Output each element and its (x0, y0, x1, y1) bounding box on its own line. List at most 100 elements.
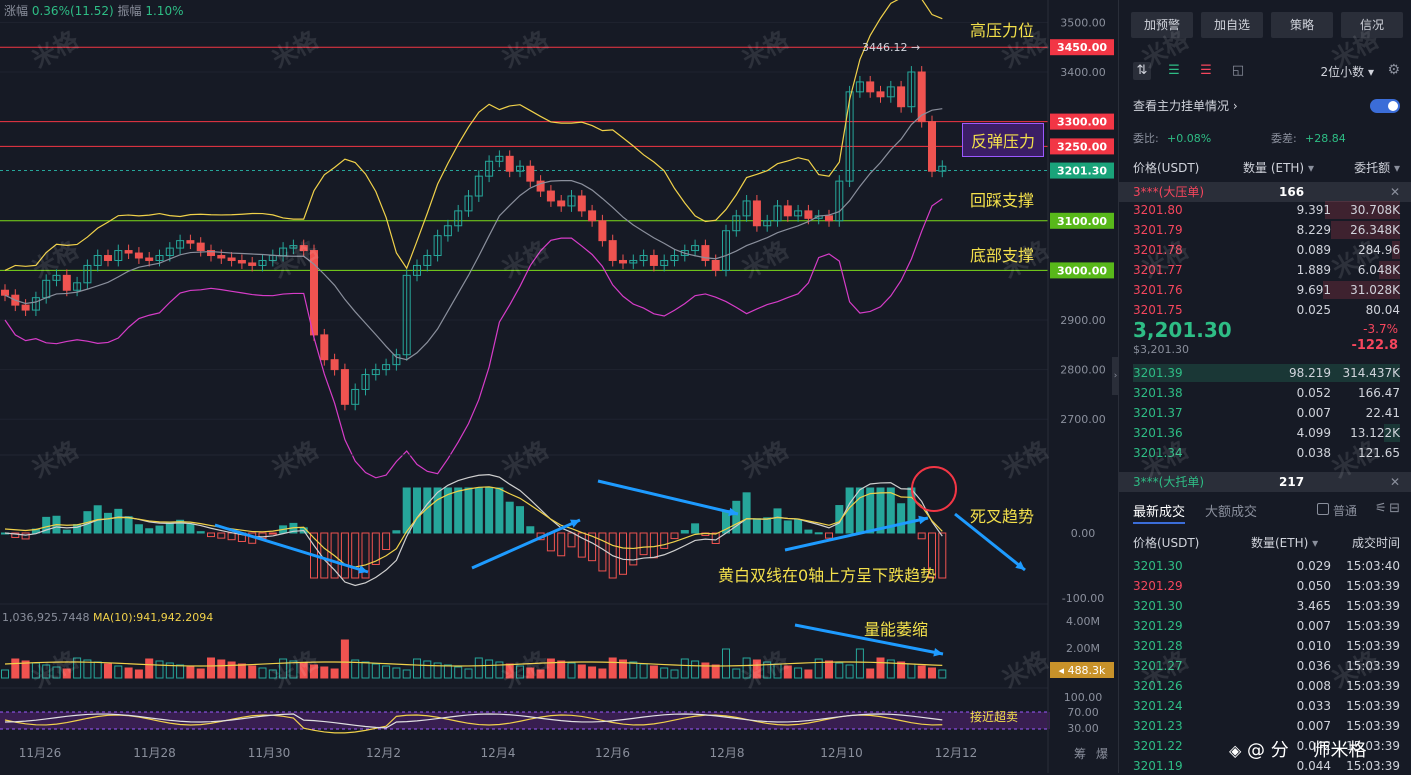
qty-header[interactable]: 数量 (ETH) ▾ (1243, 159, 1314, 177)
bid-row[interactable]: 3201.39 98.219 314.437K (1133, 364, 1400, 382)
ask-row[interactable]: 3201.77 1.889 6.048K (1133, 261, 1400, 279)
brand-watermark: ◈ @ 分 师米格 (1229, 736, 1367, 762)
filter-icon[interactable]: ⚟ (1375, 501, 1387, 516)
volume-axis-label: 4.00M (1066, 615, 1100, 628)
normal-checkbox[interactable] (1317, 503, 1329, 515)
candle-body (52, 274, 61, 281)
trade-row[interactable]: 3201.30 3.465 15:03:39 (1133, 597, 1400, 615)
ask-row[interactable]: 3201.78 0.089 284.96 (1133, 241, 1400, 259)
macd-bar (917, 532, 926, 540)
ask-qty: 0.089 (1296, 243, 1331, 257)
volume-tag-bg (1050, 662, 1114, 678)
volume-bar (546, 658, 555, 679)
candle-body (711, 259, 720, 271)
volume-bar (402, 669, 411, 679)
trend-arrow (954, 512, 1026, 572)
trade-row[interactable]: 3201.22 0.042 15:03:39 (1133, 737, 1400, 755)
macd-bar (526, 526, 535, 534)
ask-row[interactable]: 3201.76 9.691 31.028K (1133, 281, 1400, 299)
bid-row[interactable]: 3201.36 4.099 13.122K (1133, 424, 1400, 442)
price-tag-label: 3100.00 (1057, 215, 1107, 228)
trade-qty: 0.010 (1296, 639, 1331, 653)
kline-canvas[interactable]: 3500.00 3400.00 2900.00 2800.00 2700.00 0.00 -… (0, 0, 1118, 773)
candle-body (207, 250, 215, 257)
trade-row[interactable]: 3201.24 0.033 15:03:39 (1133, 697, 1400, 715)
asks-view-icon[interactable]: ☰ (1200, 63, 1212, 78)
ask-row[interactable]: 3201.75 0.025 80.04 (1133, 301, 1400, 319)
macd-bar (505, 501, 514, 534)
ask-row[interactable]: 3201.80 9.391 30.708K (1133, 201, 1400, 219)
trade-row[interactable]: 3201.30 0.029 15:03:40 (1133, 557, 1400, 575)
trade-row[interactable]: 3201.28 0.010 15:03:39 (1133, 637, 1400, 655)
tab-latest-trades[interactable]: 最新成交 (1133, 501, 1186, 524)
macd-bar (42, 516, 51, 534)
volume-bar (577, 664, 586, 679)
bid-row[interactable]: 3201.37 0.007 22.41 (1133, 404, 1400, 422)
macd-axis-label: 0.00 (1071, 527, 1096, 540)
ask-row[interactable]: 3201.79 8.229 26.348K (1133, 221, 1400, 239)
macd-bar (866, 487, 875, 534)
candle-body (340, 369, 349, 405)
ask-qty: 9.391 (1296, 203, 1331, 217)
close-icon[interactable]: ✕ (1389, 185, 1400, 199)
volume-bar (258, 667, 267, 679)
trade-row[interactable]: 3201.29 0.050 15:03:39 (1133, 577, 1400, 595)
trade-row[interactable]: 3201.29 0.007 15:03:39 (1133, 617, 1400, 635)
trade-time: 15:03:39 (1346, 679, 1400, 693)
volume-bar (248, 665, 257, 679)
candle-body (402, 274, 411, 356)
trade-time: 15:03:39 (1346, 739, 1400, 753)
macd-bar (382, 532, 391, 551)
candle-body (93, 255, 102, 266)
trade-row[interactable]: 3201.23 0.007 15:03:39 (1133, 717, 1400, 735)
main-orders-label: 查看主力挂单情况 (1133, 99, 1230, 113)
close-icon[interactable]: ✕ (1389, 475, 1400, 489)
volume-bar (763, 661, 772, 679)
volume-bar (83, 659, 92, 679)
layout-icon[interactable]: ⊟ (1389, 501, 1400, 516)
tab-large-trades[interactable]: 大额成交 (1205, 505, 1258, 520)
trade-qty: 0.008 (1296, 679, 1331, 693)
macd-bar (207, 532, 215, 538)
liquidation-icon[interactable]: 爆 (1096, 747, 1109, 761)
candle-body (835, 180, 844, 222)
panel-collapse-handle[interactable]: › (1112, 357, 1119, 395)
kline-chart[interactable]: 3500.00 3400.00 2900.00 2800.00 2700.00 0.00 -… (0, 0, 1118, 773)
big-sell-bar[interactable]: 3***(大压单) 166 ✕ (1119, 182, 1411, 202)
annotation-volume-shrink: 量能萎缩 (864, 620, 929, 639)
bid-row[interactable]: 3201.34 0.038 121.65 (1133, 444, 1400, 462)
chips-icon[interactable]: 筹 (1074, 747, 1087, 761)
candle-body (598, 220, 607, 242)
decimals-select[interactable]: 2位小数 ▾ (1321, 63, 1375, 80)
bid-amount: 121.65 (1358, 446, 1400, 460)
trade-qty-header[interactable]: 数量(ETH) ▾ (1251, 534, 1318, 552)
bids-view-icon[interactable]: ☰ (1168, 63, 1180, 78)
big-buy-bar[interactable]: 3***(大托单) 217 ✕ (1119, 472, 1411, 492)
trade-time-header: 成交时间 (1351, 536, 1400, 550)
settings-icon[interactable]: ⚙ (1387, 62, 1400, 78)
main-orders-link[interactable]: 查看主力挂单情况 › (1133, 97, 1400, 115)
trade-row[interactable]: 3201.26 0.008 15:03:39 (1133, 677, 1400, 695)
volume-bar (207, 657, 215, 679)
trade-row[interactable]: 3201.19 0.044 15:03:39 (1133, 757, 1400, 775)
add-watchlist-button[interactable]: 加自选 (1201, 12, 1263, 38)
trade-row[interactable]: 3201.27 0.036 15:03:39 (1133, 657, 1400, 675)
volume-bar (588, 666, 597, 679)
amount-header[interactable]: 委托额 ▾ (1310, 159, 1400, 177)
ask-price: 3201.78 (1133, 243, 1183, 257)
volume-bar (876, 657, 885, 679)
main-orders-toggle[interactable] (1370, 99, 1400, 113)
candle-body (907, 71, 916, 108)
strategy-button[interactable]: 策略 (1271, 12, 1333, 38)
candle-body (155, 255, 164, 261)
bid-row[interactable]: 3201.38 0.052 166.47 (1133, 384, 1400, 402)
info-button[interactable]: 信况 (1341, 12, 1403, 38)
brand-name: 师米格 (1312, 740, 1367, 761)
volume-bar (732, 668, 741, 679)
add-alert-button[interactable]: 加预警 (1131, 12, 1193, 38)
both-sides-view-icon[interactable]: ⇅ (1133, 62, 1151, 80)
bid-price: 3201.37 (1133, 406, 1183, 420)
depth-view-icon[interactable]: ◱ (1231, 63, 1245, 78)
candle-body (588, 210, 597, 222)
trend-arrow-head (918, 515, 928, 525)
